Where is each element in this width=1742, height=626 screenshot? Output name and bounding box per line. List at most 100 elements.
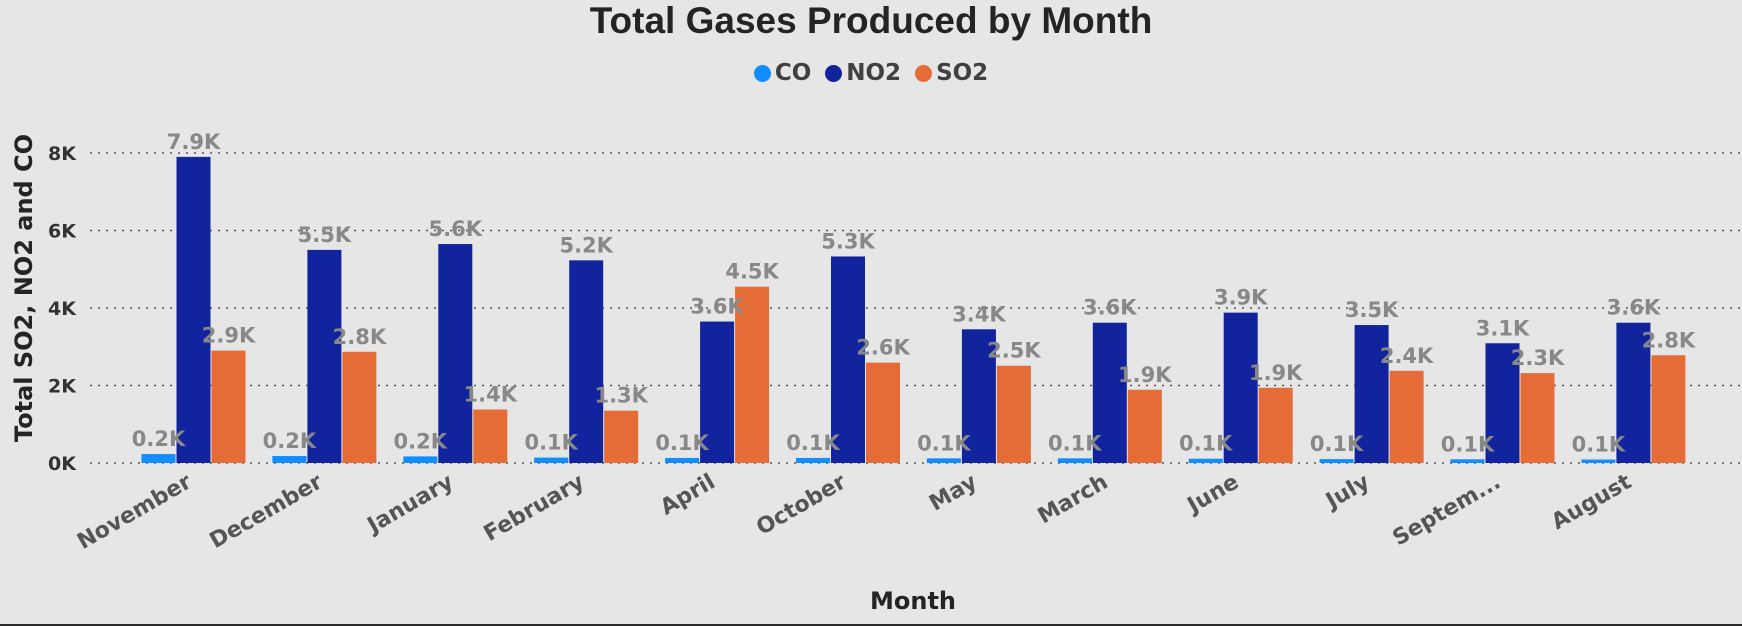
data-label-so2: 1.4K — [464, 383, 518, 407]
bar-no2[interactable] — [1354, 325, 1389, 463]
data-label-co: 0.1K — [917, 431, 971, 455]
bar-co[interactable] — [1319, 459, 1354, 463]
bars — [141, 156, 1686, 463]
data-label-co: 0.1K — [524, 431, 578, 455]
data-label-so2: 2.4K — [1380, 344, 1434, 368]
data-label-no2: 3.6K — [690, 295, 744, 319]
x-category-label: December — [206, 469, 327, 554]
bar-no2[interactable] — [961, 329, 996, 463]
bar-no2[interactable] — [1485, 343, 1520, 463]
x-category-label: October — [752, 469, 850, 540]
y-tick-label: 4K — [48, 298, 77, 320]
data-label-no2: 3.4K — [952, 302, 1006, 326]
bar-no2[interactable] — [176, 156, 211, 463]
bar-co[interactable] — [1581, 459, 1616, 463]
bar-co[interactable] — [1188, 458, 1223, 463]
data-label-co: 0.2K — [394, 429, 448, 453]
legend-marker-so2 — [915, 64, 933, 82]
x-category-label: July — [1320, 470, 1374, 516]
legend-label-co: CO — [774, 60, 812, 86]
data-label-so2: 4.5K — [725, 260, 779, 284]
data-label-co: 0.1K — [1179, 432, 1233, 456]
y-axis-ticks: 0K 2K 4K 6K 8K — [48, 143, 77, 475]
bar-so2[interactable] — [604, 410, 639, 463]
x-category-label: August — [1547, 469, 1636, 535]
x-category-label: Septem... — [1389, 470, 1505, 552]
data-labels: 0.2K7.9K2.9K0.2K5.5K2.8K0.2K5.6K1.4K0.1K… — [132, 130, 1696, 457]
data-label-co: 0.1K — [1572, 433, 1626, 457]
x-category-label: March — [1034, 470, 1113, 530]
bar-no2[interactable] — [438, 244, 473, 463]
bar-so2[interactable] — [211, 350, 246, 463]
x-category-label: May — [925, 470, 981, 517]
bar-no2[interactable] — [569, 260, 604, 463]
legend-item-no2[interactable]: NO2 — [825, 60, 901, 86]
data-label-no2: 3.1K — [1476, 316, 1530, 340]
legend-item-so2[interactable]: SO2 — [915, 60, 988, 86]
data-label-so2: 2.8K — [333, 325, 387, 349]
x-category-label: November — [73, 469, 196, 554]
x-category-label: June — [1182, 470, 1243, 520]
x-axis-categories: November December January February April Octo… — [73, 469, 1636, 555]
data-label-so2: 2.3K — [1511, 346, 1565, 370]
bar-no2[interactable] — [307, 249, 342, 463]
legend-label-so2: SO2 — [936, 60, 989, 86]
bar-so2[interactable] — [342, 351, 377, 463]
bar-co[interactable] — [534, 457, 569, 463]
bar-so2[interactable] — [1520, 373, 1555, 463]
data-label-so2: 1.9K — [1118, 363, 1172, 387]
chart-legend: CO NO2 SO2 — [0, 60, 1742, 86]
bar-no2[interactable] — [1223, 312, 1258, 463]
bar-so2[interactable] — [1389, 370, 1424, 463]
data-label-no2: 5.2K — [559, 233, 613, 257]
data-label-no2: 3.9K — [1214, 286, 1268, 310]
y-tick-label: 0K — [48, 453, 77, 475]
x-category-label: February — [480, 470, 589, 547]
bar-co[interactable] — [403, 456, 438, 463]
bar-so2[interactable] — [1651, 355, 1686, 463]
bar-no2[interactable] — [1092, 322, 1127, 463]
data-label-co: 0.1K — [786, 431, 840, 455]
legend-marker-co — [753, 64, 771, 82]
bar-so2[interactable] — [1127, 389, 1162, 463]
y-tick-label: 8K — [48, 143, 77, 165]
bar-no2[interactable] — [1616, 322, 1651, 463]
data-label-so2: 1.3K — [594, 384, 648, 408]
bar-co[interactable] — [1450, 459, 1485, 463]
x-category-label: January — [362, 470, 458, 540]
data-label-co: 0.1K — [1441, 432, 1495, 456]
bar-co[interactable] — [665, 457, 700, 463]
data-label-no2: 3.5K — [1345, 298, 1399, 322]
data-label-co: 0.2K — [263, 429, 317, 453]
data-label-so2: 2.6K — [856, 336, 910, 360]
data-label-co: 0.1K — [655, 431, 709, 455]
legend-item-co[interactable]: CO — [753, 60, 812, 86]
data-label-no2: 3.6K — [1083, 296, 1137, 320]
data-label-no2: 5.6K — [429, 217, 483, 241]
data-label-so2: 1.9K — [1249, 361, 1303, 385]
bar-no2[interactable] — [700, 321, 735, 463]
bar-so2[interactable] — [996, 365, 1031, 463]
bar-co[interactable] — [141, 454, 176, 463]
data-label-no2: 5.3K — [821, 229, 875, 253]
bar-co[interactable] — [796, 457, 830, 463]
y-tick-label: 2K — [48, 376, 77, 398]
bar-no2[interactable] — [831, 256, 865, 463]
x-axis-title: Month — [870, 587, 956, 615]
bar-co[interactable] — [926, 458, 961, 463]
data-label-so2: 2.8K — [1642, 328, 1696, 352]
data-label-no2: 3.6K — [1607, 296, 1661, 320]
legend-marker-no2 — [825, 64, 843, 82]
bar-co[interactable] — [1057, 458, 1092, 463]
bar-so2[interactable] — [473, 409, 508, 463]
bar-so2[interactable] — [866, 362, 900, 463]
y-tick-label: 6K — [48, 221, 77, 243]
bar-so2[interactable] — [735, 286, 770, 463]
bar-co[interactable] — [272, 456, 307, 463]
data-label-so2: 2.9K — [202, 324, 256, 348]
bar-so2[interactable] — [1258, 387, 1293, 463]
y-axis-title: Total SO2, NO2 and CO — [10, 134, 38, 442]
chart-title: Total Gases Produced by Month — [589, 0, 1153, 41]
